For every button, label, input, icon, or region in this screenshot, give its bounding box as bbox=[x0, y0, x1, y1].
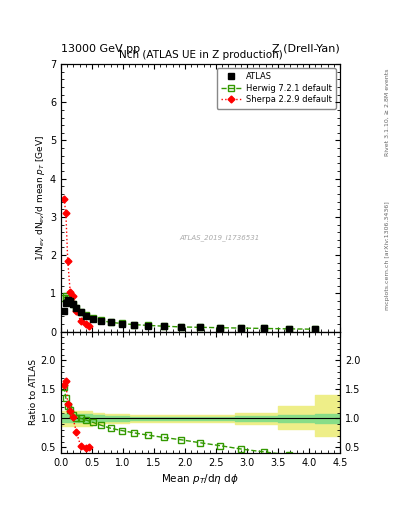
Y-axis label: 1/N$_{ev}$ dN$_{ev}$/d mean $p_T$ [GeV]: 1/N$_{ev}$ dN$_{ev}$/d mean $p_T$ [GeV] bbox=[34, 135, 47, 261]
Text: mcplots.cern.ch [arXiv:1306.3436]: mcplots.cern.ch [arXiv:1306.3436] bbox=[385, 202, 389, 310]
Text: 13000 GeV pp: 13000 GeV pp bbox=[61, 44, 140, 54]
Text: ATLAS_2019_I1736531: ATLAS_2019_I1736531 bbox=[180, 234, 260, 241]
Y-axis label: Ratio to ATLAS: Ratio to ATLAS bbox=[29, 359, 38, 425]
Text: Z (Drell-Yan): Z (Drell-Yan) bbox=[272, 44, 340, 54]
X-axis label: Mean $p_T$/d$\eta$ d$\phi$: Mean $p_T$/d$\eta$ d$\phi$ bbox=[162, 472, 239, 486]
Text: Rivet 3.1.10, ≥ 2.8M events: Rivet 3.1.10, ≥ 2.8M events bbox=[385, 69, 389, 156]
Title: Nch (ATLAS UE in Z production): Nch (ATLAS UE in Z production) bbox=[119, 51, 282, 60]
Legend: ATLAS, Herwig 7.2.1 default, Sherpa 2.2.9 default: ATLAS, Herwig 7.2.1 default, Sherpa 2.2.… bbox=[217, 68, 336, 109]
